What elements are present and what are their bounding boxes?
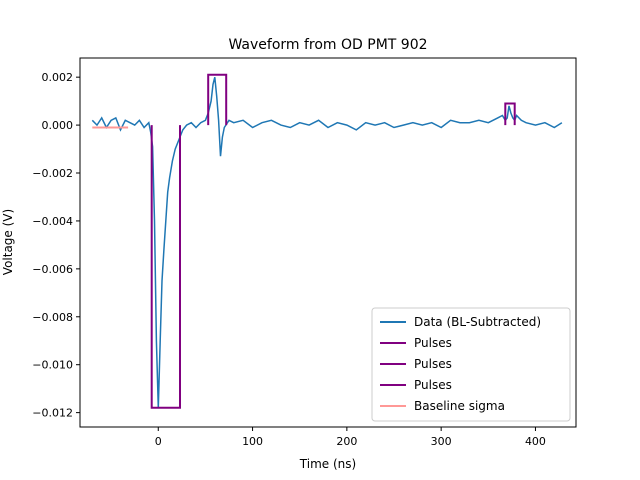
y-tick-label: −0.002 [32,167,73,180]
x-tick-label: 400 [525,435,546,448]
legend-label: Pulses [414,378,452,392]
series-line-2 [207,73,228,126]
series-line-3 [504,102,516,126]
legend: Data (BL-Subtracted) Pulses Pulses Pulses Ba… [371,307,571,422]
y-tick-label: −0.008 [32,311,73,324]
plot-frame [79,57,577,428]
x-tick-label: 300 [431,435,452,448]
y-axis-label: Voltage (V) [1,209,15,275]
x-tick-label: 200 [336,435,357,448]
y-tick-label: −0.006 [32,263,73,276]
plot-area [91,73,563,409]
series-line-0 [91,77,563,408]
y-tick-label: −0.004 [32,215,73,228]
x-axis: 0 100 200 300 400 [155,427,546,448]
x-tick-label: 0 [155,435,162,448]
legend-label: Pulses [414,336,452,350]
y-tick-label: −0.010 [32,359,73,372]
legend-label: Pulses [414,357,452,371]
legend-box [371,307,571,422]
legend-label: Baseline sigma [414,399,505,413]
series-line-1 [150,125,181,409]
y-axis: 0.002 0.000 −0.002 −0.004 −0.006 −0.008 −0.010… [32,71,80,420]
chart-title: Waveform from OD PMT 902 [228,37,427,53]
y-tick-label: 0.000 [42,119,74,132]
y-tick-label: 0.002 [42,71,74,84]
legend-label: Data (BL-Subtracted) [414,315,541,329]
x-tick-label: 100 [242,435,263,448]
y-tick-label: −0.012 [32,407,73,420]
x-axis-label: Time (ns) [299,457,356,471]
